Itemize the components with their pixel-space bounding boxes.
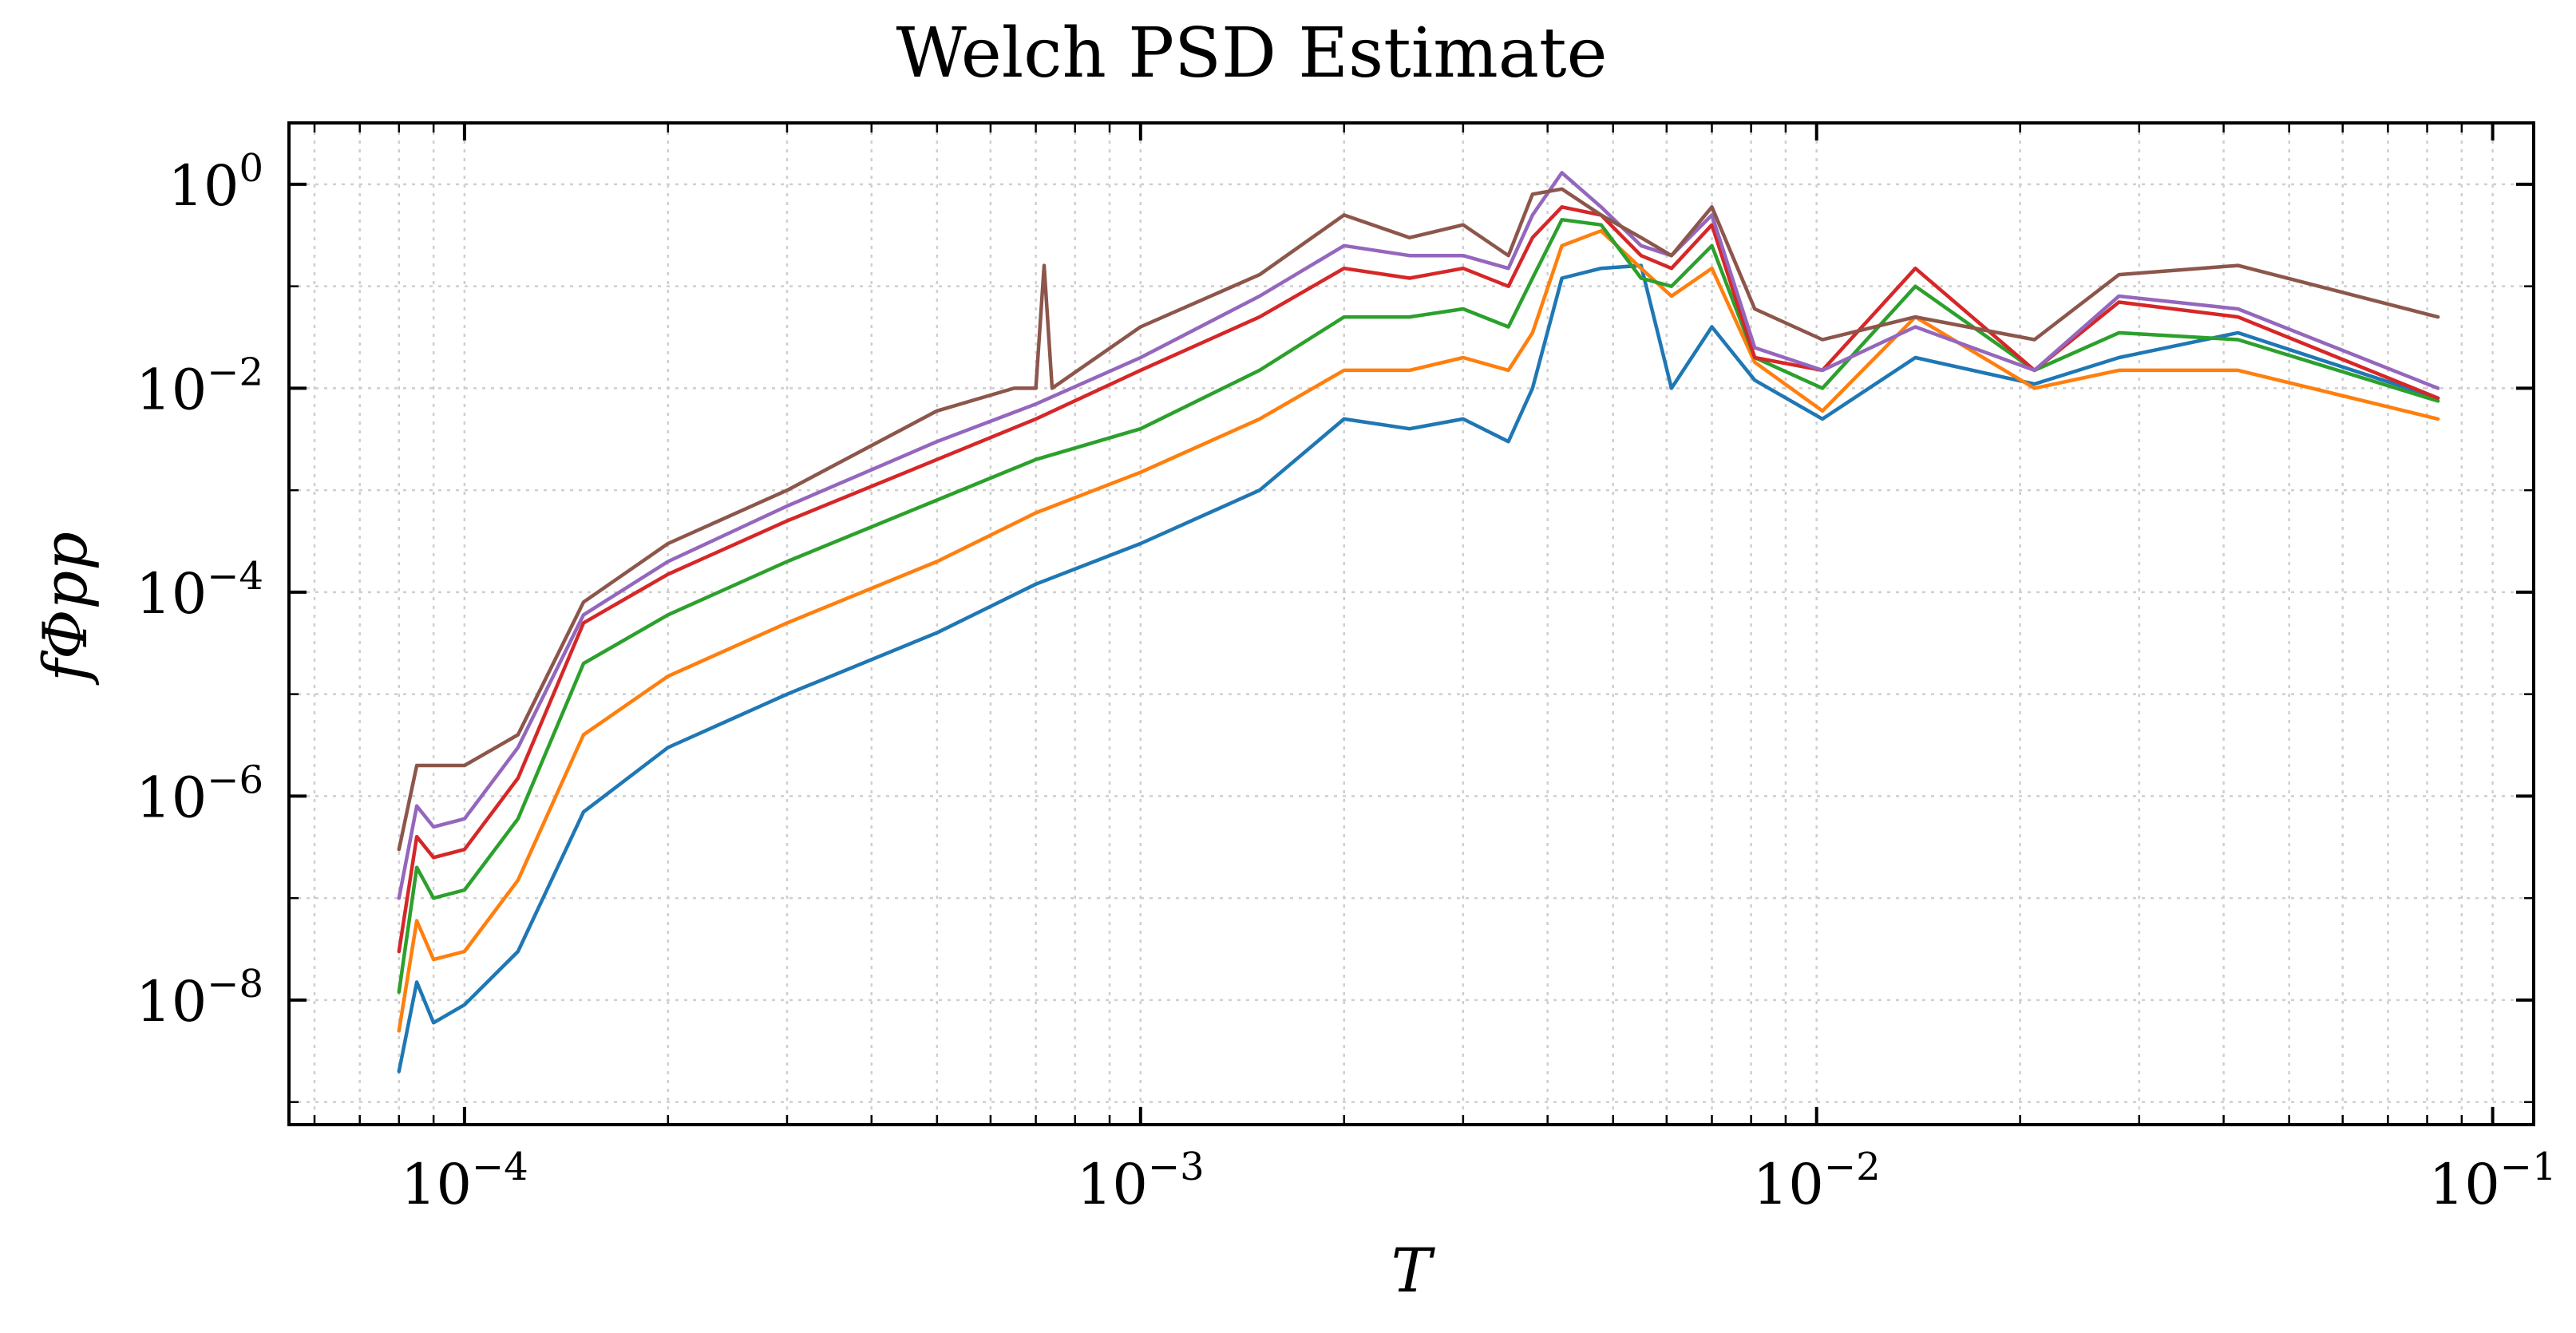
plot-frame xyxy=(287,121,2535,1126)
plot-series xyxy=(397,171,2440,1074)
x-tick-labels: 10−4 10−3 10−2 10−1 xyxy=(401,1145,2557,1217)
series-line-2 xyxy=(397,228,2440,1033)
x-axis-label: T xyxy=(1391,1235,1436,1306)
minor-ticks xyxy=(289,123,2534,1125)
major-ticks xyxy=(289,123,2534,1125)
y-tick-label: 100 xyxy=(168,146,263,219)
x-tick-label: 10−3 xyxy=(1077,1145,1205,1217)
x-tick-label: 10−1 xyxy=(2429,1145,2557,1217)
y-tick-label: 10−8 xyxy=(136,962,263,1034)
y-tick-label: 10−4 xyxy=(136,554,263,627)
series-line-1 xyxy=(397,263,2440,1074)
series-line-6 xyxy=(397,187,2440,852)
x-tick-label: 10−2 xyxy=(1753,1145,1881,1217)
y-tick-label: 10−6 xyxy=(136,757,263,830)
x-tick-label: 10−4 xyxy=(401,1145,528,1217)
grid xyxy=(289,123,2534,1125)
y-axis-label: fΦpp xyxy=(30,532,101,686)
series-line-4 xyxy=(397,205,2440,954)
series-line-3 xyxy=(397,217,2440,995)
y-tick-labels: 100 10−2 10−4 10−6 10−8 xyxy=(136,146,263,1034)
series-line-5 xyxy=(397,171,2440,900)
y-tick-label: 10−2 xyxy=(136,350,263,422)
chart-title: Welch PSD Estimate xyxy=(896,14,1608,93)
